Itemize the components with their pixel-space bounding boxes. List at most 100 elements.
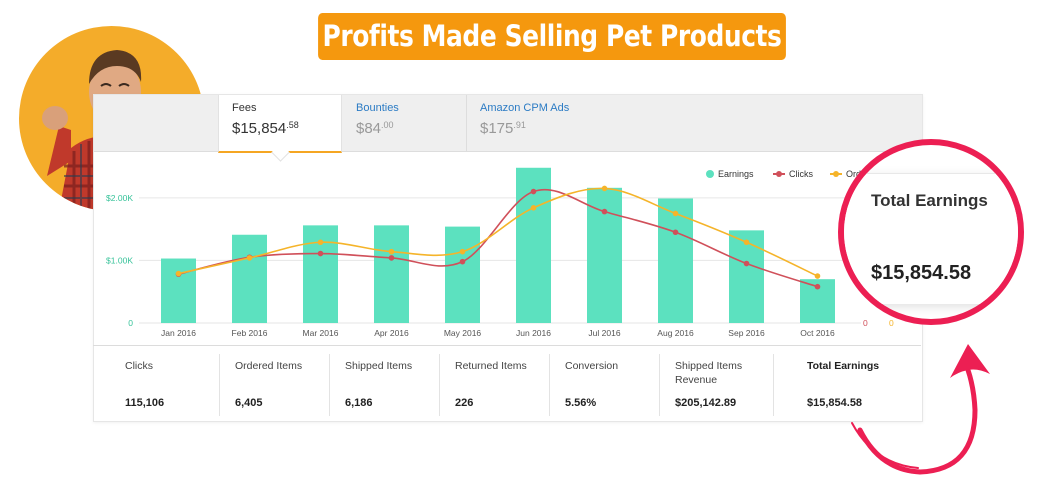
earnings-bar — [232, 234, 267, 323]
tab-amount: 15,854 — [240, 120, 287, 137]
earnings-report-panel: Fees $15,854.58 Bounties $84.00 Amazon C… — [93, 94, 923, 422]
orde-point — [317, 239, 324, 246]
stat-returned-items: Returned Items 226 — [441, 346, 549, 420]
stat-shipped-items-revenue: Shipped Items Revenue $205,142.89 — [661, 346, 761, 420]
stat-value: 6,405 — [235, 397, 263, 409]
callout-card — [844, 173, 1018, 304]
right-tick-label: 0 — [863, 318, 868, 328]
stat-label: Returned Items — [455, 360, 527, 372]
stat-value: 6,186 — [345, 397, 373, 409]
tab-currency: $ — [480, 120, 489, 137]
x-tick-label: Jun 2016 — [516, 328, 551, 338]
tab-value: $15,854.58 — [232, 120, 341, 137]
orde-series-line — [178, 187, 818, 277]
callout-title: Total Earnings — [871, 191, 988, 210]
earnings-bar — [587, 187, 622, 323]
stat-label: Shipped Items Revenue — [675, 360, 743, 386]
stat-label: Shipped Items — [345, 360, 413, 372]
orde-point — [672, 210, 679, 217]
y-tick-label: 0 — [128, 318, 133, 328]
tab-bounties[interactable]: Bounties $84.00 — [343, 95, 467, 151]
tab-cents: .91 — [513, 120, 526, 130]
earnings-bar — [161, 258, 196, 323]
stat-shipped-items: Shipped Items 6,186 — [331, 346, 439, 420]
clicks-series-line — [178, 188, 818, 288]
x-tick-label: Sep 2016 — [728, 328, 765, 338]
clicks-point — [317, 250, 324, 257]
orde-point — [530, 205, 537, 211]
earnings-bar — [374, 225, 409, 323]
tab-cents: .58 — [286, 120, 299, 130]
legend-swatch-orders — [830, 171, 842, 177]
tab-amount: 84 — [364, 120, 382, 137]
tab-amazon-cpm-ads[interactable]: Amazon CPM Ads $175.91 — [467, 95, 627, 151]
page-title-banner: Profits Made Selling Pet Products — [318, 13, 786, 60]
stat-ordered-items: Ordered Items 6,405 — [221, 346, 329, 420]
clicks-point — [601, 208, 608, 215]
x-tick-label: Aug 2016 — [657, 328, 694, 338]
curved-arrow-icon — [851, 344, 990, 475]
clicks-point — [530, 188, 537, 195]
y-tick-label: $2.00K — [106, 193, 133, 203]
total-earnings-callout: Total Earnings $15,854.58 — [838, 139, 1024, 325]
x-tick-label: Jul 2016 — [588, 328, 620, 338]
x-tick-label: Mar 2016 — [303, 328, 339, 338]
stat-divider — [329, 354, 330, 416]
x-tick-label: Feb 2016 — [232, 328, 268, 338]
stat-divider — [773, 354, 774, 416]
orde-point — [459, 248, 466, 255]
x-tick-label: May 2016 — [444, 328, 482, 338]
stat-value: 226 — [455, 397, 474, 409]
stat-value: 115,106 — [125, 397, 165, 409]
earnings-bar — [658, 198, 693, 323]
stat-total-earnings: Total Earnings $15,854.58 — [793, 346, 913, 420]
legend-label: Clicks — [789, 169, 813, 179]
x-tick-label: Jan 2016 — [161, 328, 196, 338]
stat-divider — [219, 354, 220, 416]
clicks-point — [743, 260, 750, 267]
tab-fees[interactable]: Fees $15,854.58 — [218, 95, 342, 162]
tab-value: $175.91 — [480, 120, 627, 137]
summary-stats: Clicks 115,106 Ordered Items 6,405 Shipp… — [93, 345, 921, 420]
stat-label: Ordered Items — [235, 360, 303, 372]
clicks-point — [814, 283, 821, 290]
x-tick-label: Apr 2016 — [374, 328, 409, 338]
stat-divider — [659, 354, 660, 416]
orde-point — [814, 273, 821, 279]
legend-swatch-clicks — [773, 171, 785, 177]
stat-conversion: Conversion 5.56% — [551, 346, 659, 420]
stat-label: Clicks — [125, 360, 153, 372]
tab-amount: 175 — [488, 120, 514, 137]
orde-point — [388, 248, 395, 255]
clicks-point — [672, 229, 679, 236]
callout-value: $15,854.58 — [871, 262, 972, 284]
tab-currency: $ — [232, 120, 241, 137]
legend-swatch-earnings — [706, 170, 714, 178]
tab-divider — [466, 95, 467, 151]
tab-currency: $ — [356, 120, 365, 137]
earnings-chart: 0 $1.00K $2.00K 0 0 Jan 2016 Feb 2016 Mar 2016 A… — [106, 167, 894, 338]
tab-label: Fees — [232, 102, 257, 114]
orde-point — [246, 255, 253, 261]
x-tick-label: Oct 2016 — [800, 328, 835, 338]
stat-label: Total Earnings — [807, 360, 880, 372]
earnings-bar — [445, 226, 480, 323]
stat-value: $15,854.58 — [807, 397, 863, 409]
legend-clicks[interactable]: Clicks — [773, 169, 813, 179]
stat-divider — [439, 354, 440, 416]
legend-earnings[interactable]: Earnings — [706, 169, 754, 179]
stat-divider — [549, 354, 550, 416]
tab-value: $84.00 — [356, 120, 467, 137]
legend-label: Earnings — [718, 169, 754, 179]
earnings-bar — [729, 230, 764, 323]
clicks-point — [388, 255, 395, 261]
tab-cents: .00 — [381, 120, 394, 130]
orde-point — [601, 185, 608, 192]
stat-value: 5.56% — [565, 397, 597, 409]
clicks-point — [459, 258, 466, 265]
orde-point — [175, 270, 182, 277]
tab-label: Amazon CPM Ads — [480, 102, 570, 114]
report-tabs: Fees $15,854.58 Bounties $84.00 Amazon C… — [94, 95, 922, 162]
stat-value: $205,142.89 — [675, 397, 737, 409]
stat-label: Conversion — [565, 360, 619, 372]
